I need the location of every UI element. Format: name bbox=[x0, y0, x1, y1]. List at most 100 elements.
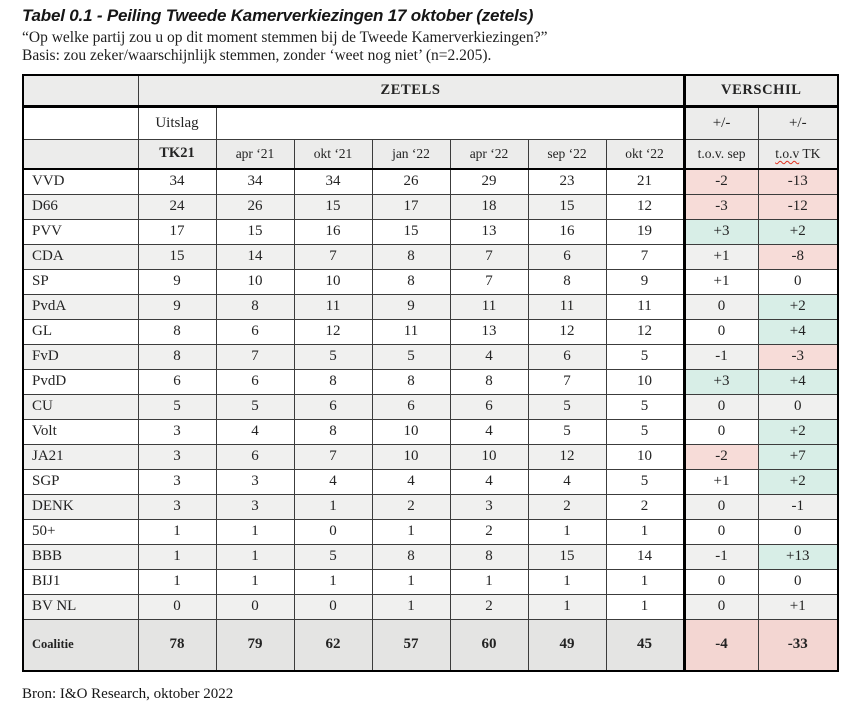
seats-cell: 15 bbox=[293, 193, 373, 220]
seats-cell: 3 bbox=[215, 493, 295, 520]
seats-cell: 8 bbox=[293, 418, 373, 445]
seats-cell: 29 bbox=[449, 168, 529, 195]
party-name-cell: D66 bbox=[22, 193, 139, 220]
seats-cell: 6 bbox=[527, 343, 607, 370]
seats-cell: 1 bbox=[371, 593, 451, 620]
seats-cell: 12 bbox=[605, 318, 685, 345]
seats-cell: 15 bbox=[527, 193, 607, 220]
table-row: PVV 17 15 16 15 13 16 19 +3 +2 bbox=[22, 218, 839, 245]
seats-cell: 5 bbox=[527, 393, 607, 420]
table-row: CU 5 5 6 6 6 5 5 0 0 bbox=[22, 393, 839, 420]
seats-cell: 4 bbox=[371, 468, 451, 495]
seats-cell: 6 bbox=[527, 243, 607, 270]
seats-cell: 6 bbox=[449, 393, 529, 420]
seats-cell: 5 bbox=[215, 393, 295, 420]
diff-vs-sep-cell: +1 bbox=[682, 243, 759, 270]
seats-cell: 15 bbox=[137, 243, 217, 270]
seats-cell: 5 bbox=[605, 343, 685, 370]
table-body: VVD 34 34 34 26 29 23 21 -2 -13 D66 24 26 15 17 18 15 12-… bbox=[22, 168, 839, 672]
seats-cell: 11 bbox=[527, 293, 607, 320]
seats-cell: 11 bbox=[449, 293, 529, 320]
seats-cell: 7 bbox=[215, 343, 295, 370]
seats-cell: 15 bbox=[215, 218, 295, 245]
seats-cell: 15 bbox=[527, 543, 607, 570]
diff-vs-tk-cell: -1 bbox=[757, 493, 839, 520]
diff-vs-sep-cell: -4 bbox=[682, 618, 759, 672]
diff-vs-tk-cell: -8 bbox=[757, 243, 839, 270]
seats-cell: 8 bbox=[137, 318, 217, 345]
table-row: GL 8 6 12 11 13 12 12 0 +4 bbox=[22, 318, 839, 345]
seats-cell: 6 bbox=[371, 393, 451, 420]
seats-cell: 5 bbox=[293, 543, 373, 570]
party-name-cell: SP bbox=[22, 268, 139, 295]
total-label-cell: Coalitie bbox=[22, 618, 139, 672]
seats-cell: 1 bbox=[293, 568, 373, 595]
seats-cell: 34 bbox=[293, 168, 373, 195]
polling-table: ZETELS VERSCHIL Uitslag +/- +/- TK21 apr… bbox=[22, 74, 840, 672]
survey-question: “Op welke partij zou u op dit moment ste… bbox=[22, 29, 548, 46]
seats-cell: 5 bbox=[605, 418, 685, 445]
seats-cell: 19 bbox=[605, 218, 685, 245]
basis-note: Basis: zou zeker/waarschijnlijk stemmen,… bbox=[22, 47, 492, 64]
table-row: VVD 34 34 34 26 29 23 21 -2 -13 bbox=[22, 168, 839, 195]
plusminus-sep-label: +/- bbox=[682, 105, 759, 140]
seats-cell: 12 bbox=[605, 193, 685, 220]
col-header-okt21: okt ‘21 bbox=[293, 138, 373, 170]
seats-cell: 2 bbox=[371, 493, 451, 520]
diff-vs-tk-cell: -33 bbox=[757, 618, 839, 672]
seats-cell: 2 bbox=[605, 493, 685, 520]
report-page: Tabel 0.1 - Peiling Tweede Kamerverkiezi… bbox=[22, 6, 840, 702]
table-row: SGP 3 3 4 4 4 4 5 +1 +2 bbox=[22, 468, 839, 495]
table-row: D66 24 26 15 17 18 15 12 -3 -12 bbox=[22, 193, 839, 220]
diff-vs-sep-cell: 0 bbox=[682, 418, 759, 445]
diff-vs-tk-cell: +2 bbox=[757, 293, 839, 320]
diff-vs-sep-cell: -1 bbox=[682, 343, 759, 370]
diff-vs-tk-cell: -12 bbox=[757, 193, 839, 220]
seats-cell: 2 bbox=[449, 518, 529, 545]
seats-cell: 1 bbox=[215, 543, 295, 570]
page-title: Tabel 0.1 - Peiling Tweede Kamerverkiezi… bbox=[22, 6, 534, 25]
diff-vs-sep-cell: +3 bbox=[682, 368, 759, 395]
seats-cell: 21 bbox=[605, 168, 685, 195]
seats-cell: 4 bbox=[449, 468, 529, 495]
seats-cell: 11 bbox=[371, 318, 451, 345]
seats-cell: 8 bbox=[137, 343, 217, 370]
col-header-okt22: okt ‘22 bbox=[605, 138, 685, 170]
col-header-sep22: sep ‘22 bbox=[527, 138, 607, 170]
diff-vs-sep-cell: +1 bbox=[682, 268, 759, 295]
seats-cell: 13 bbox=[449, 318, 529, 345]
seats-cell: 24 bbox=[137, 193, 217, 220]
seats-cell: 17 bbox=[371, 193, 451, 220]
corner-cell bbox=[22, 74, 139, 108]
table-row: BBB 1 1 5 8 8 15 14 -1 +13 bbox=[22, 543, 839, 570]
seats-cell: 2 bbox=[449, 593, 529, 620]
zetels-group-header: ZETELS bbox=[137, 74, 685, 108]
seats-cell: 14 bbox=[215, 243, 295, 270]
verschil-group-header: VERSCHIL bbox=[682, 74, 839, 108]
seats-cell: 6 bbox=[215, 443, 295, 470]
seats-cell: 1 bbox=[527, 593, 607, 620]
seats-cell: 12 bbox=[527, 318, 607, 345]
seats-cell: 1 bbox=[215, 568, 295, 595]
seats-cell: 7 bbox=[527, 368, 607, 395]
seats-cell: 6 bbox=[293, 393, 373, 420]
seats-cell: 8 bbox=[449, 543, 529, 570]
total-row: Coalitie 78 79 62 57 60 49 45 -4 -33 bbox=[22, 618, 839, 672]
party-name-cell: SGP bbox=[22, 468, 139, 495]
seats-cell: 3 bbox=[449, 493, 529, 520]
diff-vs-sep-cell: 0 bbox=[682, 593, 759, 620]
seats-cell: 9 bbox=[605, 268, 685, 295]
col-header-tk21: TK21 bbox=[137, 138, 217, 170]
seats-cell: 14 bbox=[605, 543, 685, 570]
seats-cell: 10 bbox=[605, 368, 685, 395]
seats-cell: 1 bbox=[605, 518, 685, 545]
seats-cell: 7 bbox=[449, 243, 529, 270]
diff-vs-sep-cell: -3 bbox=[682, 193, 759, 220]
diff-vs-tk-cell: 0 bbox=[757, 268, 839, 295]
diff-tk-label-rest: TK bbox=[802, 145, 821, 161]
party-name-cell: BIJ1 bbox=[22, 568, 139, 595]
seats-cell: 26 bbox=[215, 193, 295, 220]
seats-cell: 8 bbox=[527, 268, 607, 295]
diff-vs-tk-cell: +1 bbox=[757, 593, 839, 620]
seats-cell: 1 bbox=[527, 518, 607, 545]
